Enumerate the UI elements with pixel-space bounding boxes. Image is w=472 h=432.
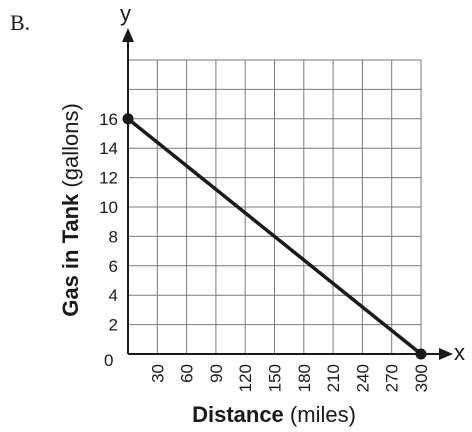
grid (128, 59, 422, 354)
x-axis-title-unit: (miles) (290, 402, 356, 427)
x-tick-label: 30 (148, 364, 167, 383)
y-tick-label: 2 (109, 316, 118, 335)
axes (122, 28, 453, 360)
y-axis-title-main: Gas in Tank (58, 193, 83, 317)
x-tick-label: 210 (324, 364, 343, 392)
series-line (126, 117, 423, 356)
data-point (122, 113, 134, 125)
data-series (122, 113, 427, 360)
x-tick-label: 180 (295, 364, 314, 392)
x-tick-label: 270 (383, 364, 402, 392)
y-tick-label: 14 (99, 139, 118, 158)
data-point (415, 348, 427, 360)
x-tick-label: 120 (236, 364, 255, 392)
y-tick-label: 12 (99, 169, 118, 188)
x-tick-label: 150 (266, 364, 285, 392)
x-tick-label: 60 (178, 364, 197, 383)
origin-label: 0 (104, 351, 113, 370)
x-tick-label: 240 (353, 364, 372, 392)
y-axis-letter: y (120, 1, 131, 26)
x-axis-arrowhead (439, 348, 453, 360)
panel-label: B. (10, 10, 30, 35)
tick-labels: 30 60 90 120 150 180 210 240 270 300 2 4 6 8 10 12 14 16 (99, 110, 431, 393)
y-tick-label: 4 (109, 286, 118, 305)
y-tick-label: 10 (99, 198, 118, 217)
x-axis-letter: x (454, 340, 465, 365)
y-tick-label: 8 (109, 227, 118, 246)
y-axis-title: Gas in Tank (gallons) (58, 103, 83, 317)
x-tick-label: 300 (412, 364, 431, 392)
x-axis-title-main: Distance (192, 402, 284, 427)
y-axis-arrowhead (122, 28, 134, 42)
x-tick-label: 90 (207, 364, 226, 383)
y-tick-label: 6 (109, 257, 118, 276)
y-axis-title-unit: (gallons) (58, 103, 83, 187)
x-axis-title: Distance (miles) (192, 402, 356, 427)
y-tick-label: 16 (99, 110, 118, 129)
